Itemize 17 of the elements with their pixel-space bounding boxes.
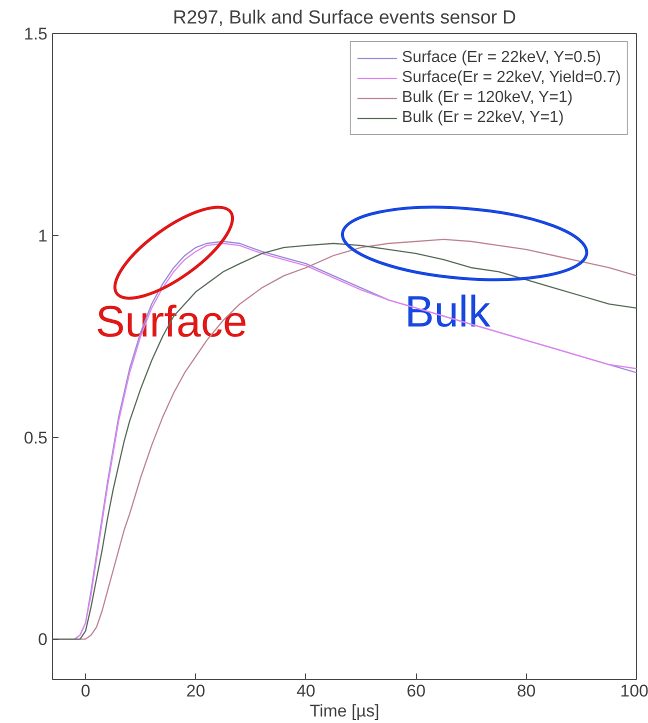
x-tick-label: 100 bbox=[620, 682, 648, 700]
y-tick-label: 1.5 bbox=[24, 24, 48, 44]
y-tick-label: 1 bbox=[38, 226, 48, 246]
legend-label: Surface (Er = 22keV, Y=0.5) bbox=[402, 49, 602, 67]
legend-label: Surface(Er = 22keV, Yield=0.7) bbox=[402, 69, 621, 87]
x-axis-title: Time [µs] bbox=[310, 702, 380, 720]
legend-label: Bulk (Er = 22keV, Y=1) bbox=[402, 109, 564, 127]
y-tick-label: 0 bbox=[38, 630, 48, 650]
x-tick-label: 40 bbox=[296, 682, 316, 700]
chart-title: R297, Bulk and Surface events sensor D bbox=[172, 8, 516, 28]
x-tick-label: 60 bbox=[406, 682, 426, 700]
x-tick-label: 20 bbox=[186, 682, 206, 700]
legend-label: Bulk (Er = 120keV, Y=1) bbox=[402, 89, 573, 107]
y-tick-label: 0.5 bbox=[24, 428, 48, 448]
annotation: Bulk bbox=[404, 288, 492, 337]
x-tick-label: 0 bbox=[80, 682, 90, 700]
x-tick-label: 80 bbox=[516, 682, 536, 700]
